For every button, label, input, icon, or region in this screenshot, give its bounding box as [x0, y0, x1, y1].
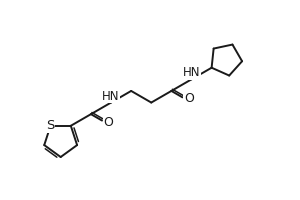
- Text: O: O: [184, 92, 194, 105]
- Text: HN: HN: [183, 66, 201, 79]
- Text: S: S: [46, 119, 54, 132]
- Text: HN: HN: [102, 90, 119, 103]
- Text: O: O: [103, 116, 113, 129]
